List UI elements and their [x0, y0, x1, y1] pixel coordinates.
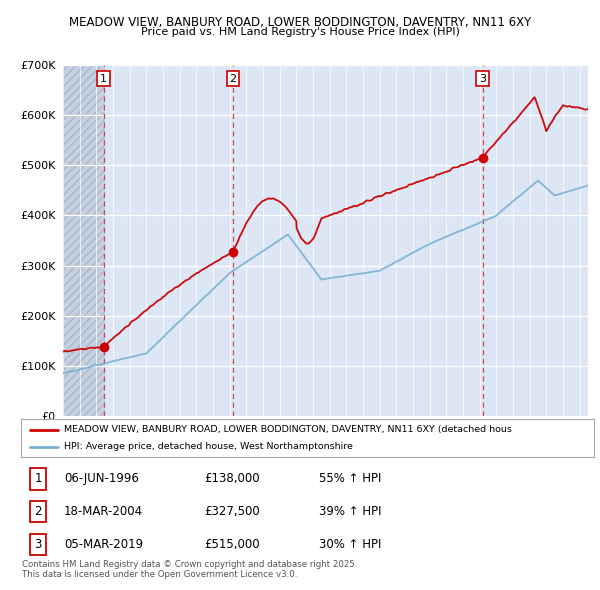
Text: 3: 3 — [35, 537, 42, 550]
Text: 1: 1 — [34, 473, 42, 486]
Text: Price paid vs. HM Land Registry's House Price Index (HPI): Price paid vs. HM Land Registry's House … — [140, 27, 460, 37]
Text: 55% ↑ HPI: 55% ↑ HPI — [319, 473, 382, 486]
Text: £515,000: £515,000 — [205, 537, 260, 550]
Text: 05-MAR-2019: 05-MAR-2019 — [64, 537, 143, 550]
Text: MEADOW VIEW, BANBURY ROAD, LOWER BODDINGTON, DAVENTRY, NN11 6XY (detached hous: MEADOW VIEW, BANBURY ROAD, LOWER BODDING… — [64, 425, 512, 434]
Text: £138,000: £138,000 — [205, 473, 260, 486]
Text: £327,500: £327,500 — [205, 505, 260, 518]
Bar — [63, 65, 104, 416]
Text: MEADOW VIEW, BANBURY ROAD, LOWER BODDINGTON, DAVENTRY, NN11 6XY: MEADOW VIEW, BANBURY ROAD, LOWER BODDING… — [69, 16, 531, 29]
Text: 3: 3 — [479, 74, 486, 84]
Text: 1: 1 — [100, 74, 107, 84]
Text: 30% ↑ HPI: 30% ↑ HPI — [319, 537, 382, 550]
Text: Contains HM Land Registry data © Crown copyright and database right 2025.
This d: Contains HM Land Registry data © Crown c… — [22, 560, 358, 579]
Text: 39% ↑ HPI: 39% ↑ HPI — [319, 505, 382, 518]
Text: 06-JUN-1996: 06-JUN-1996 — [64, 473, 139, 486]
Text: 2: 2 — [230, 74, 236, 84]
Text: 2: 2 — [34, 505, 42, 518]
Bar — [63, 65, 104, 416]
Text: 18-MAR-2004: 18-MAR-2004 — [64, 505, 143, 518]
Text: HPI: Average price, detached house, West Northamptonshire: HPI: Average price, detached house, West… — [64, 442, 353, 451]
